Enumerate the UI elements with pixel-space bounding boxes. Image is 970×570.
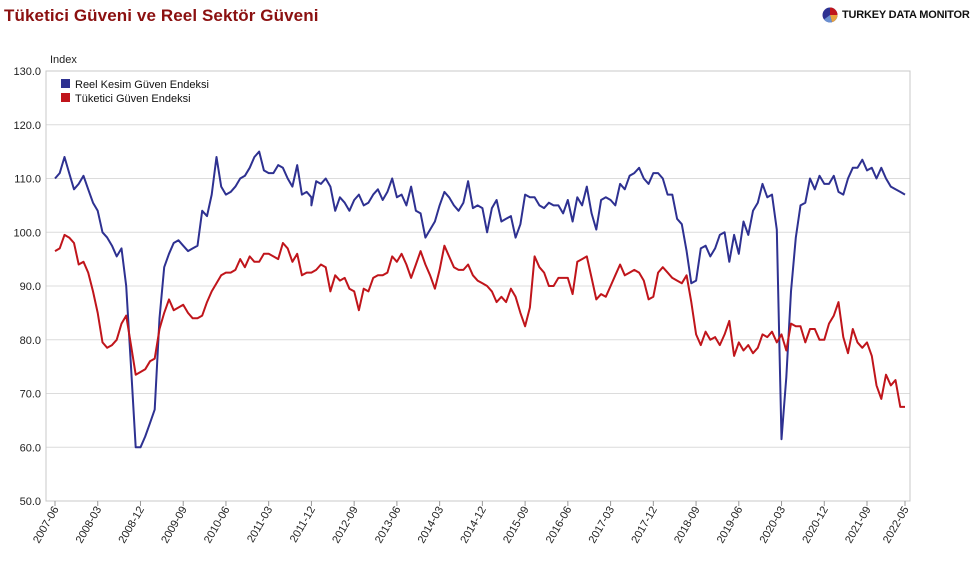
y-tick-label: 90.0: [20, 281, 41, 293]
y-axis-label: Index: [50, 54, 77, 66]
x-tick-label: 2008-12: [116, 505, 147, 546]
x-tick-label: 2010-06: [202, 505, 233, 546]
x-axis: 2007-06 2008-03 2008-12 2009-09 2010-06 2011-…: [31, 501, 912, 545]
x-tick-label: 2018-09: [672, 505, 703, 546]
page-title: Tüketici Güveni ve Reel Sektör Güveni: [4, 6, 319, 25]
x-tick-label: 2013-06: [373, 505, 404, 546]
chart-legend: Reel Kesim Güven Endeksi Tüketici Güven E…: [61, 79, 209, 105]
x-tick-label: 2017-03: [587, 505, 618, 546]
brand-name: TURKEY DATA MONITOR: [842, 9, 970, 21]
x-tick-label: 2007-06: [31, 505, 62, 546]
x-tick-label: 2014-03: [416, 505, 447, 546]
brand-logo: TURKEY DATA MONITOR: [822, 6, 970, 24]
x-tick-label: 2019-06: [715, 505, 746, 546]
x-tick-label: 2011-03: [245, 505, 275, 545]
x-tick-label: 2012-09: [330, 505, 361, 546]
series-line-reel-kesim: [54, 150, 906, 449]
y-tick-label: 50.0: [20, 496, 41, 508]
x-tick-label: 2017-12: [629, 505, 660, 546]
y-tick-label: 70.0: [20, 389, 41, 401]
y-tick-label: 60.0: [20, 442, 41, 454]
x-tick-label: 2015-09: [501, 505, 532, 546]
y-tick-label: 110.0: [14, 174, 41, 186]
x-tick-label: 2008-03: [74, 505, 105, 546]
y-tick-label: 130.0: [13, 66, 41, 78]
plot-frame: [45, 70, 911, 502]
x-tick-label: 2016-06: [544, 505, 575, 546]
x-tick-label: 2020-12: [800, 505, 831, 546]
x-tick-label: 2014-12: [458, 504, 489, 545]
legend-swatch: [61, 93, 70, 102]
pie-logo-icon: [822, 7, 838, 23]
y-tick-label: 120.0: [13, 120, 41, 132]
y-tick-label: 100.0: [13, 227, 41, 239]
x-tick-label: 2020-03: [758, 505, 789, 546]
y-tick-label: 80.0: [20, 335, 41, 347]
y-axis: 130.0 120.0 110.0 100.0 90.0 80.0 70.0 60.0 50.0: [13, 66, 41, 508]
x-tick-label: 2021-09: [843, 505, 874, 546]
chart-grid: [46, 70, 910, 502]
chart-series: [54, 150, 906, 449]
legend-label: Reel Kesim Güven Endeksi: [75, 79, 209, 91]
x-tick-label: 2022-05: [881, 505, 912, 546]
x-tick-label: 2011-12: [288, 505, 318, 545]
series-line-tuketici: [54, 233, 905, 408]
legend-swatch: [61, 79, 70, 88]
legend-label: Tüketici Güven Endeksi: [75, 93, 191, 105]
x-tick-label: 2009-09: [159, 505, 190, 546]
